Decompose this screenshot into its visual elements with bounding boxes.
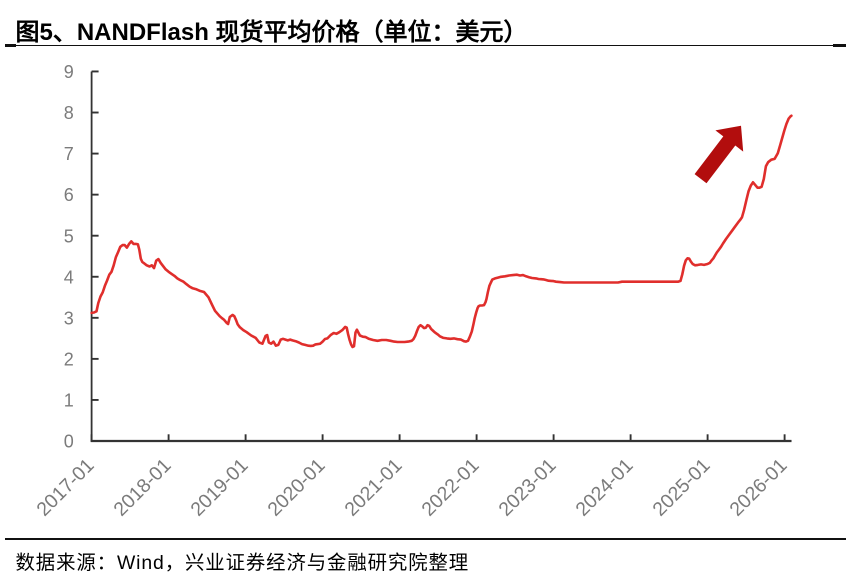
x-tick-label: 2020-01 <box>263 454 329 520</box>
title-rule-stub-left <box>4 43 17 48</box>
y-tick-label: 7 <box>64 144 74 164</box>
x-tick-label: 2024-01 <box>571 454 637 520</box>
x-tick-label: 2017-01 <box>32 454 98 520</box>
source-note: 数据来源：Wind，兴业证券经济与金融研究院整理 <box>15 552 470 574</box>
x-tick-label: 2023-01 <box>494 454 560 520</box>
y-tick-label: 8 <box>64 103 74 123</box>
x-tick-label: 2018-01 <box>109 454 175 520</box>
y-tick-label: 6 <box>64 185 74 205</box>
y-tick-label: 9 <box>64 62 74 82</box>
y-tick-label: 0 <box>64 432 74 452</box>
y-tick-label: 1 <box>64 391 74 411</box>
x-tick-label: 2019-01 <box>186 454 252 520</box>
title-rule-stub-right <box>833 43 846 48</box>
footer-rule <box>4 537 846 541</box>
x-tick-label: 2021-01 <box>340 454 406 520</box>
x-tick-label: 2025-01 <box>648 454 714 520</box>
x-tick-label: 2022-01 <box>417 454 483 520</box>
trend-arrow <box>694 125 744 184</box>
y-tick-label: 5 <box>64 226 74 246</box>
figure-title: 图5、NANDFlash 现货平均价格（单位：美元） <box>15 19 528 46</box>
title-rule <box>5 44 846 47</box>
y-tick-label: 4 <box>64 267 74 287</box>
y-tick-label: 3 <box>64 308 74 328</box>
price-line <box>90 114 793 349</box>
y-tick-label: 2 <box>64 349 74 369</box>
x-tick-label: 2026-01 <box>725 454 791 520</box>
